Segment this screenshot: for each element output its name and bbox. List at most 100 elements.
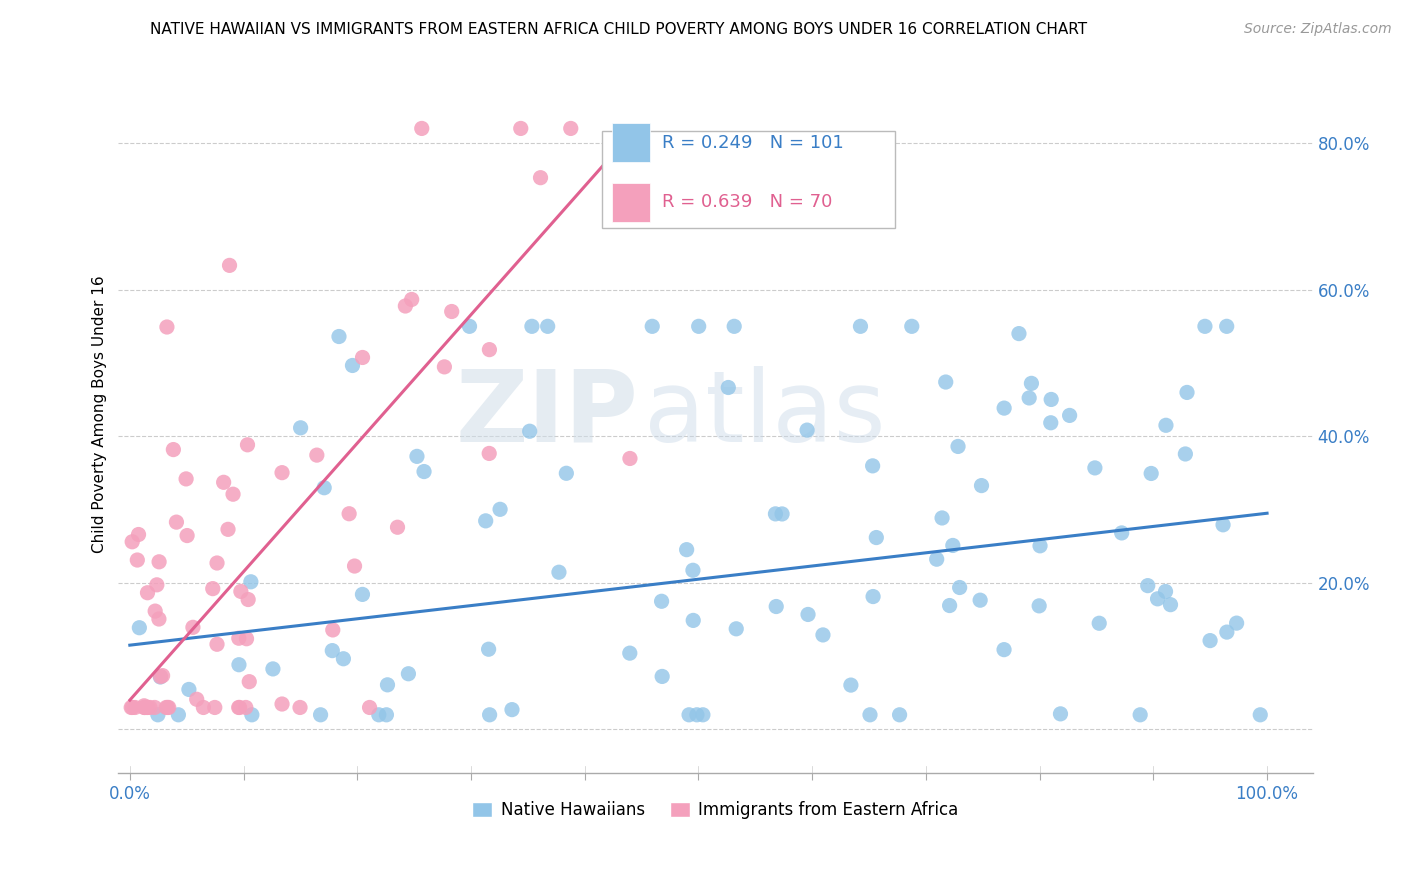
Point	[849, 319, 872, 334]
Point	[148, 612, 170, 626]
Point	[413, 465, 436, 479]
Point	[181, 620, 204, 634]
Point	[686, 707, 709, 722]
Point	[509, 121, 531, 136]
Point	[1084, 461, 1107, 475]
Point	[156, 700, 179, 714]
Point	[970, 478, 993, 492]
Point	[1154, 584, 1177, 599]
Point	[931, 511, 953, 525]
Point	[201, 582, 224, 596]
Point	[529, 170, 551, 185]
Point	[152, 668, 174, 682]
Point	[889, 707, 911, 722]
Point	[406, 450, 429, 464]
Point	[1154, 418, 1177, 433]
Point	[121, 534, 143, 549]
Point	[222, 487, 245, 501]
Point	[305, 448, 328, 462]
Point	[478, 446, 501, 460]
Point	[240, 707, 263, 722]
Point	[537, 319, 560, 334]
Point	[120, 700, 142, 714]
Point	[688, 319, 710, 334]
Point	[228, 700, 250, 714]
Point	[359, 700, 381, 714]
Point	[682, 563, 704, 577]
Point	[155, 700, 177, 714]
Point	[128, 527, 150, 541]
Point	[401, 293, 423, 307]
Point	[619, 451, 641, 466]
FancyBboxPatch shape	[602, 130, 894, 227]
Point	[136, 700, 159, 714]
Point	[1199, 633, 1222, 648]
Point	[128, 621, 150, 635]
Point	[440, 304, 463, 318]
Point	[765, 507, 787, 521]
Point	[321, 643, 343, 657]
Point	[288, 700, 311, 714]
Point	[136, 585, 159, 599]
Point	[167, 707, 190, 722]
Point	[675, 542, 697, 557]
Point	[969, 593, 991, 607]
Point	[228, 632, 250, 646]
Point	[935, 375, 957, 389]
Text: ZIP: ZIP	[456, 366, 638, 463]
Point	[859, 707, 882, 722]
Point	[862, 590, 884, 604]
Point	[343, 559, 366, 574]
Text: atlas: atlas	[644, 366, 886, 463]
Point	[651, 669, 673, 683]
Point	[174, 472, 197, 486]
Point	[146, 707, 169, 722]
Point	[177, 682, 200, 697]
FancyBboxPatch shape	[612, 183, 650, 222]
Point	[993, 642, 1015, 657]
Point	[839, 678, 862, 692]
Point	[1088, 616, 1111, 631]
Point	[136, 700, 159, 714]
Point	[127, 553, 149, 567]
Point	[235, 632, 257, 646]
Point	[548, 566, 571, 580]
Point	[143, 700, 166, 714]
Point	[193, 700, 215, 714]
Point	[134, 700, 156, 714]
Point	[157, 700, 180, 714]
Point	[1174, 447, 1197, 461]
Point	[478, 343, 501, 357]
Point	[309, 707, 332, 722]
Point	[186, 692, 208, 706]
Point	[619, 646, 641, 660]
Point	[367, 707, 389, 722]
Point	[1136, 579, 1159, 593]
Point	[322, 623, 344, 637]
Point	[236, 592, 259, 607]
Point	[271, 466, 294, 480]
Text: Source: ZipAtlas.com: Source: ZipAtlas.com	[1244, 22, 1392, 37]
Point	[290, 421, 312, 435]
Point	[560, 121, 582, 136]
Point	[238, 674, 260, 689]
Point	[1226, 616, 1249, 631]
Point	[205, 637, 228, 651]
Point	[1129, 707, 1152, 722]
Point	[993, 401, 1015, 416]
Point	[1059, 409, 1081, 423]
Point	[765, 599, 787, 614]
Point	[212, 475, 235, 490]
Point	[394, 299, 416, 313]
Point	[411, 121, 433, 136]
Point	[236, 438, 259, 452]
Legend: Native Hawaiians, Immigrants from Eastern Africa: Native Hawaiians, Immigrants from Easter…	[465, 795, 965, 826]
Point	[228, 700, 250, 714]
Point	[134, 700, 156, 714]
Point	[1140, 467, 1163, 481]
Point	[146, 578, 169, 592]
Point	[519, 424, 541, 438]
Point	[1212, 517, 1234, 532]
Point	[352, 351, 374, 365]
Point	[433, 359, 456, 374]
